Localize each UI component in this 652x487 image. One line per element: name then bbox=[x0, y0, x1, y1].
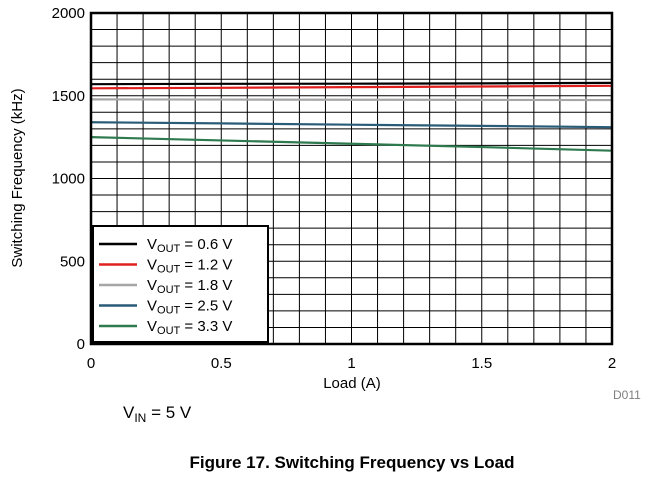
x-tick-label: 0.5 bbox=[211, 355, 232, 372]
y-tick-label: 2000 bbox=[52, 5, 85, 22]
series-line-4 bbox=[90, 136, 613, 152]
legend-entry-main: V bbox=[147, 298, 157, 315]
y-tick-label: 500 bbox=[60, 253, 85, 270]
legend-entry-rest: = 2.5 V bbox=[180, 298, 232, 315]
legend-entry-rest: = 1.8 V bbox=[180, 277, 232, 294]
legend-entry-sub: OUT bbox=[157, 243, 181, 255]
legend-entry-0: VOUT = 0.6 V bbox=[147, 236, 232, 255]
legend-entry-sub: OUT bbox=[157, 325, 181, 337]
x-tick-label: 0 bbox=[87, 355, 95, 372]
legend-entry-sub: OUT bbox=[157, 264, 181, 276]
y-tick-label: 1500 bbox=[52, 88, 85, 105]
x-tick-label: 1 bbox=[347, 355, 355, 372]
grid-lines bbox=[91, 13, 612, 344]
x-tick-label: 2 bbox=[608, 355, 616, 372]
vin-sub: IN bbox=[134, 411, 146, 425]
vin-condition: VIN = 5 V bbox=[123, 403, 192, 425]
legend-entry-sub: OUT bbox=[157, 305, 181, 317]
series-line-1 bbox=[90, 84, 613, 90]
vin-main: V bbox=[123, 403, 135, 422]
figure-code: D011 bbox=[613, 388, 641, 402]
series-lines bbox=[90, 81, 613, 152]
y-tick-label: 0 bbox=[77, 336, 85, 353]
x-tick-labels: 0 0.5 1 1.5 2 bbox=[87, 355, 616, 372]
legend-entry-main: V bbox=[147, 236, 157, 253]
x-axis-label: Load (A) bbox=[323, 375, 381, 392]
legend-entry-main: V bbox=[147, 257, 157, 274]
legend-entry-1: VOUT = 1.2 V bbox=[147, 257, 232, 276]
y-tick-labels: 0 500 1000 1500 2000 bbox=[52, 5, 85, 353]
plot-frame bbox=[89, 11, 614, 346]
legend-entry-4: VOUT = 3.3 V bbox=[147, 318, 232, 337]
figure-caption: Figure 17. Switching Frequency vs Load bbox=[190, 453, 515, 472]
series-line-3 bbox=[90, 121, 613, 129]
series-line-0 bbox=[90, 81, 613, 86]
series-line-2 bbox=[90, 98, 613, 102]
legend-entry-3: VOUT = 2.5 V bbox=[147, 298, 232, 317]
legend-entry-rest: = 0.6 V bbox=[180, 236, 232, 253]
y-axis-label: Switching Frequency (kHz) bbox=[9, 88, 26, 267]
legend-entry-main: V bbox=[147, 277, 157, 294]
legend-entry-sub: OUT bbox=[157, 284, 181, 296]
vin-rest: = 5 V bbox=[146, 403, 192, 422]
y-tick-label: 1000 bbox=[52, 171, 85, 188]
legend-entry-rest: = 3.3 V bbox=[180, 318, 232, 335]
legend-entry-rest: = 1.2 V bbox=[180, 257, 232, 274]
legend-entry-main: V bbox=[147, 318, 157, 335]
legend-entry-2: VOUT = 1.8 V bbox=[147, 277, 232, 296]
x-tick-label: 1.5 bbox=[471, 355, 492, 372]
